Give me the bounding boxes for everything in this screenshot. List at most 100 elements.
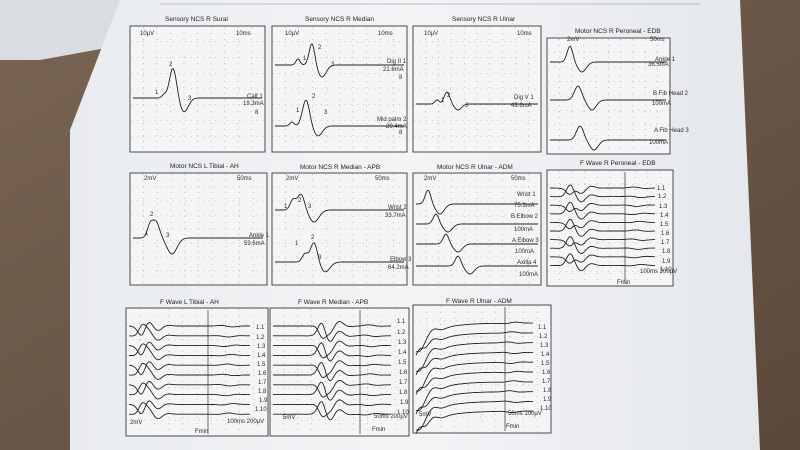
panel-3-label: 1 [441, 98, 445, 104]
panel-6-label: 2 [298, 198, 302, 204]
fwave-median-trace-3 [273, 340, 391, 359]
ulnar-sensory-trace [416, 91, 538, 111]
panel-5-label: 2mV [144, 176, 157, 182]
panel-4-title: Motor NCS R Peroneal - EDB [575, 28, 661, 35]
ulnar-wrist-trace [416, 189, 538, 215]
panel-1-label: 2 [169, 62, 173, 68]
panel-8-label: 1.6 [661, 231, 670, 237]
panel-6-label: Wrist 2 [388, 205, 407, 211]
fwave-peroneal-trace-6 [550, 218, 655, 237]
panel-9-label: 1.3 [257, 344, 266, 350]
panel-2-label: 8 [399, 75, 403, 81]
panel-4-label: 50ms [650, 37, 665, 43]
panel-4-label: Ankle 1 [655, 57, 676, 63]
ulnar-axilla-trace [416, 255, 538, 275]
panel-10-label: 1.10 [397, 410, 409, 416]
panel-10-label: 5mV [283, 415, 296, 421]
panel-4-label: 100mA [649, 140, 669, 146]
fwave-ulnar-trace-4 [415, 351, 533, 376]
fwave-tibial-trace-3 [128, 341, 250, 356]
panel-7-label: Axilla 4 [517, 260, 537, 266]
panel-4-label: B Fib Head 2 [653, 91, 689, 97]
panel-11-label: 1.3 [540, 343, 549, 349]
panel-7-title: Motor NCS R Ulnar - ADM [437, 164, 513, 171]
panel-2-label: 8 [399, 130, 403, 136]
panel-10-frame [269, 307, 410, 437]
fwave-median-trace-6 [273, 361, 391, 382]
panel-2-title: Sensory NCS R Median [305, 16, 374, 23]
fwave-median-trace-8 [273, 381, 391, 401]
fwave-median-trace-7 [273, 379, 391, 398]
panel-8-title: F Wave R Peroneal - EDB [580, 160, 656, 167]
panel-4-frame [546, 37, 671, 155]
panel-5-label: Ankle 1 [249, 233, 270, 239]
peroneal-afib-trace [550, 125, 666, 151]
panel-9-label: 2mV [130, 420, 143, 426]
panel-2-label: 29.4mA [386, 124, 407, 130]
panel-8-label: 1.9 [662, 259, 671, 265]
ulnar-aelbow-trace [416, 233, 538, 253]
median-palm-trace [275, 99, 404, 137]
panel-10-label: 1.6 [399, 370, 408, 376]
fwave-tibial-trace-7 [128, 380, 250, 395]
sural-trace [133, 67, 262, 113]
fwave-ulnar-trace-9 [415, 400, 533, 431]
fwave-median-trace-9 [273, 399, 391, 418]
panel-9-label: 1.7 [258, 380, 267, 386]
panel-9-label: 1.8 [258, 389, 267, 395]
fwave-peroneal-trace-5 [550, 220, 655, 230]
panel-3-label: 2 [447, 93, 451, 99]
panel-11-label: 50ms 100µV [508, 411, 542, 417]
peroneal-ankle-trace [550, 45, 666, 73]
panel-11-label: 1.7 [542, 379, 551, 385]
panel-2-label: 10µV [285, 31, 300, 37]
panel-2-label: 10ms [378, 31, 393, 37]
panel-1-label: 10ms [236, 31, 251, 37]
panel-9-label: 1.9 [259, 398, 268, 404]
panel-1-label: Calf 1 [247, 94, 263, 100]
panel-10-label: 1.3 [398, 340, 407, 346]
panel-10-label: 1.2 [397, 330, 406, 336]
fwave-peroneal-trace-2 [550, 184, 655, 203]
fwave-tibial-trace-9 [128, 400, 250, 415]
panel-9-label: Fmin [195, 429, 209, 435]
fwave-median-trace-10 [273, 401, 391, 421]
panel-6-label: Elbow 3 [390, 257, 412, 263]
panel-9-label: 1.6 [258, 371, 267, 377]
panel-6-label: 2mV [286, 176, 299, 182]
panel-11-label: 1.4 [541, 352, 550, 358]
panel-5-frame [129, 172, 268, 286]
panel-8-label: 1.4 [660, 213, 669, 219]
ulnar-belbow-trace [416, 213, 538, 233]
panel-6-label: 3 [308, 204, 312, 210]
panel-6-label: 1 [295, 241, 299, 247]
panel-8-label: 1.2 [658, 194, 667, 200]
fwave-median-trace-5 [273, 360, 391, 378]
panel-4-label: A Fib Head 3 [654, 128, 689, 134]
panel-2-frame [271, 25, 408, 153]
fwave-ulnar-trace-1 [415, 321, 533, 353]
panel-1-label: 19.3mA [243, 101, 264, 107]
panel-9-label: 1.1 [256, 325, 265, 331]
panel-2-label: 3 [324, 110, 328, 116]
panel-9-title: F Wave L Tibial - AH [160, 299, 219, 306]
tibial-motor-trace [133, 219, 263, 255]
panel-7-label: 100mA [519, 272, 539, 278]
panel-9-label: 1.2 [256, 335, 265, 341]
panel-6-title: Motor NCS R Median - APB [300, 164, 381, 171]
fwave-ulnar-trace-3 [415, 341, 533, 372]
panel-7-label: Wrist 1 [517, 192, 536, 198]
panel-3-label: 3 [465, 103, 469, 109]
panel-5-label: 2 [150, 212, 154, 218]
fwave-peroneal-trace-7 [550, 237, 655, 247]
panel-11-label: Fmin [506, 424, 520, 430]
fwave-tibial-trace-5 [128, 361, 250, 375]
panel-2-label: 1 [303, 56, 307, 62]
fwave-ulnar-trace-7 [415, 380, 533, 412]
panel-10-label: 50ms 200µV [374, 414, 408, 420]
panel-9-label: 1.5 [257, 362, 266, 368]
panel-4-label: 36.5mA [648, 62, 669, 68]
fwave-peroneal-trace-8 [550, 236, 655, 254]
panel-6-label: 2 [311, 235, 315, 241]
